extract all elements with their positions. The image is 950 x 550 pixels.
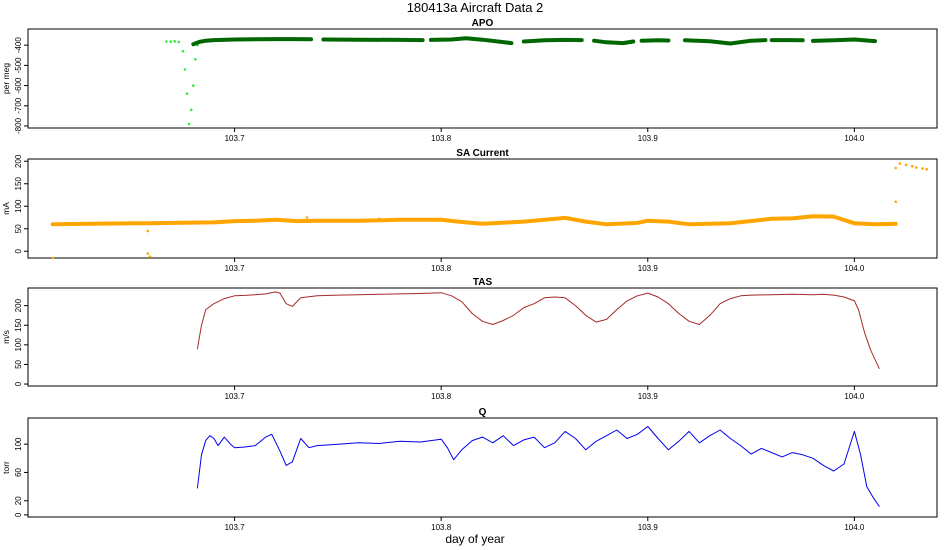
- apo-data-point: [185, 92, 189, 95]
- apo-data-point: [183, 68, 187, 71]
- q-x-tick-label: 104.0: [844, 523, 865, 532]
- sa-current-x-tick-label: 104.0: [844, 264, 865, 273]
- apo-series-1: [191, 36, 877, 47]
- sa-current-data-point: [146, 252, 150, 255]
- sa-current-data-point: [915, 166, 918, 169]
- tas-y-axis-label: m/s: [1, 330, 11, 344]
- apo-series-line: [321, 37, 425, 43]
- tas-series-line: [196, 291, 880, 369]
- tas-x-tick-label: 103.8: [431, 392, 452, 401]
- apo-y-tick-label: -700: [14, 97, 23, 114]
- x-axis-label: day of year: [445, 532, 504, 546]
- q-y-tick-label: 100: [14, 437, 23, 451]
- tas-plot-frame: [27, 287, 938, 387]
- figure-title: 180413a Aircraft Data 2: [407, 0, 544, 15]
- apo-series-0: [165, 40, 199, 126]
- tas-y-tick-label: 0: [14, 381, 23, 386]
- sa-current-data-point: [146, 229, 150, 233]
- sa-current-data-point: [148, 255, 152, 258]
- apo-data-point: [169, 40, 172, 44]
- sa-current-series-line: [50, 214, 898, 227]
- apo-x-tick-label: 103.7: [225, 134, 246, 143]
- q-x-tick-label: 103.7: [225, 523, 246, 532]
- tas-x-tick-label: 104.0: [844, 392, 865, 401]
- q-title: Q: [479, 407, 487, 418]
- tas-y-tick-label: 100: [14, 338, 23, 352]
- sa-current-x-tick-label: 103.8: [431, 264, 452, 273]
- tas-series-0: [196, 291, 880, 369]
- apo-x-tick-label: 103.8: [431, 134, 452, 143]
- sa-current-series-0: [50, 214, 898, 227]
- apo-y-axis-label: per meg: [1, 63, 11, 94]
- tas-title: TAS: [473, 277, 493, 288]
- tas-y-tick-label: 50: [14, 359, 23, 368]
- sa-current-data-point: [894, 166, 897, 170]
- q-y-axis-label: torr: [1, 461, 11, 474]
- apo-y-tick-label: -400: [14, 37, 23, 54]
- q-y-tick-label: 60: [14, 467, 23, 476]
- sa-current-y-tick-label: 200: [14, 154, 23, 168]
- q-x-tick-label: 103.8: [431, 523, 452, 532]
- sa-current-data-point: [305, 216, 309, 219]
- sa-current-data-point: [921, 167, 924, 170]
- sa-current-panel: SA Current mA 103.7 103.8 103.9 104.0 0 50 100 15…: [1, 148, 938, 273]
- sa-current-y-tick-label: 150: [14, 177, 23, 191]
- apo-data-point: [189, 108, 193, 112]
- apo-data-point: [194, 58, 197, 61]
- panels: APO per meg 103.7 103.8 103.9 104.0 -400 -500 -6…: [1, 18, 938, 532]
- apo-series-line: [811, 37, 877, 44]
- sa-current-data-point: [925, 168, 928, 171]
- sa-current-data-point: [898, 162, 902, 165]
- sa-current-data-point: [51, 256, 55, 260]
- sa-current-data-point: [910, 164, 914, 168]
- q-plot-frame: [27, 417, 938, 518]
- apo-data-point: [165, 40, 168, 43]
- tas-x-tick-label: 103.7: [225, 392, 246, 401]
- q-series-0: [196, 426, 880, 507]
- apo-data-point: [181, 49, 185, 53]
- apo-x-tick-label: 104.0: [844, 134, 865, 143]
- apo-y-tick-label: -800: [14, 117, 23, 134]
- apo-y-tick-label: -500: [14, 57, 23, 74]
- apo-title: APO: [472, 18, 494, 29]
- q-series-line: [196, 426, 880, 507]
- tas-y-tick-label: 200: [14, 298, 23, 312]
- q-x-tick-label: 103.9: [638, 523, 659, 532]
- apo-data-point: [191, 84, 195, 87]
- sa-current-x-tick-label: 103.9: [638, 264, 659, 273]
- tas-panel: TAS m/s 103.7 103.8 103.9 104.0 0 50 100 150 200: [1, 277, 938, 401]
- sa-current-y-tick-label: 50: [14, 224, 23, 233]
- apo-series-line: [428, 36, 514, 46]
- sa-current-y-axis-label: mA: [1, 202, 11, 215]
- sa-current-x-tick-label: 103.7: [225, 264, 246, 273]
- apo-data-point: [187, 122, 191, 126]
- sa-current-data-point: [377, 217, 381, 221]
- q-y-tick-label: 20: [14, 496, 23, 505]
- apo-x-tick-label: 103.9: [638, 134, 659, 143]
- q-y-tick-label: 0: [14, 512, 23, 517]
- sa-current-data-point: [904, 163, 908, 167]
- apo-series-line: [191, 37, 313, 47]
- sa-current-series-1: [51, 162, 928, 260]
- apo-series-line: [521, 37, 584, 44]
- apo-data-point: [173, 40, 176, 43]
- apo-y-tick-label: -600: [14, 77, 23, 94]
- tas-x-tick-label: 103.9: [638, 392, 659, 401]
- sa-current-y-tick-label: 0: [14, 248, 23, 253]
- apo-panel: APO per meg 103.7 103.8 103.9 104.0 -400 -500 -6…: [1, 18, 938, 143]
- sa-current-y-tick-label: 100: [14, 199, 23, 213]
- apo-plot-frame: [27, 28, 938, 129]
- apo-data-point: [177, 40, 181, 44]
- apo-series-line: [592, 38, 636, 46]
- sa-current-title: SA Current: [456, 148, 509, 159]
- apo-series-line: [683, 38, 768, 46]
- tas-y-tick-label: 150: [14, 318, 23, 332]
- sa-current-plot-frame: [27, 158, 938, 259]
- sa-current-data-point: [894, 200, 897, 204]
